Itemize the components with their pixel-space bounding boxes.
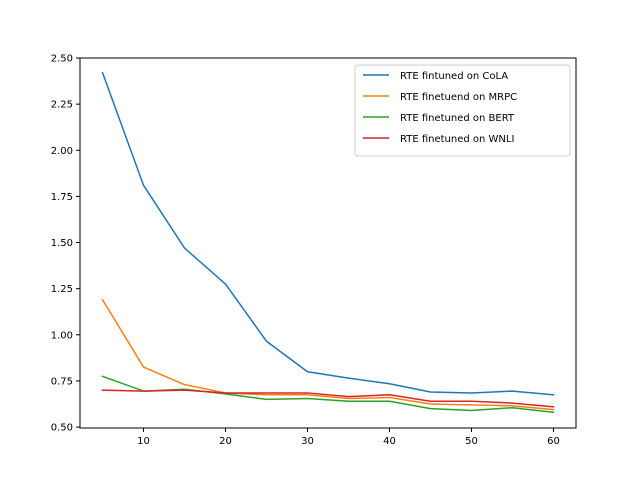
x-tick-label: 10: [137, 436, 150, 447]
y-tick-label: 1.50: [51, 238, 73, 249]
series-line-2: [101, 298, 555, 411]
x-tick-label: 30: [301, 436, 314, 447]
legend-label-2: RTE finetuend on MRPC: [400, 92, 517, 103]
plot-frame: [79, 57, 577, 429]
y-tick-label: 1.00: [51, 330, 73, 341]
series-line-1: [101, 71, 555, 396]
x-axis: 10 20 30 40 50 60: [137, 428, 560, 447]
legend-label-4: RTE finetuned on WNLI: [400, 134, 514, 145]
legend: RTE fintuned on CoLA RTE finetuend on MRP…: [354, 64, 571, 157]
y-tick-label: 2.00: [51, 146, 73, 157]
x-tick-label: 60: [547, 436, 560, 447]
y-tick-label: 2.25: [51, 100, 73, 111]
x-tick-label: 20: [219, 436, 232, 447]
legend-box: [354, 64, 571, 157]
y-axis: 0.50 0.75 1.00 1.25 1.50 1.75 2.00 2.25 2.50: [51, 54, 80, 434]
y-tick-label: 1.25: [51, 284, 73, 295]
legend-label-1: RTE fintuned on CoLA: [400, 71, 508, 82]
y-tick-label: 0.75: [51, 376, 73, 387]
series-layer: [101, 71, 555, 414]
y-tick-label: 2.50: [51, 54, 73, 65]
y-tick-label: 1.75: [51, 192, 73, 203]
legend-label-3: RTE finetuned on BERT: [400, 113, 515, 124]
series-line-3: [101, 375, 555, 414]
y-tick-label: 0.50: [51, 423, 73, 434]
x-tick-label: 50: [465, 436, 478, 447]
x-tick-label: 40: [383, 436, 396, 447]
series-line-4: [101, 389, 555, 408]
